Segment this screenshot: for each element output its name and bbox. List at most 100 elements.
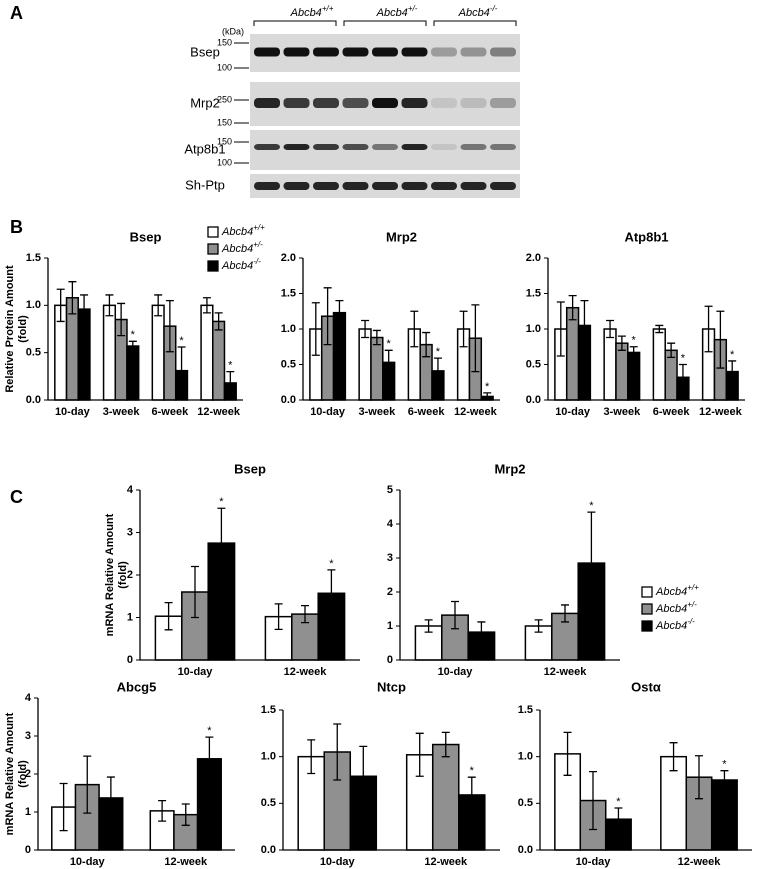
blot-band	[431, 182, 457, 190]
axes	[37, 698, 235, 851]
legend-label: Abcb4+/-	[655, 600, 697, 615]
blot-band	[342, 182, 369, 190]
axes	[539, 710, 752, 851]
error-bar	[589, 770, 597, 831]
marker-label: 100	[217, 157, 232, 167]
chart-title: Mrp2	[494, 461, 525, 476]
blot-band	[342, 47, 369, 57]
error-bar	[335, 299, 344, 326]
y-tick-label: 4	[25, 692, 32, 704]
error-bar	[720, 770, 729, 790]
blot-band	[401, 47, 428, 57]
error-bar	[106, 776, 115, 820]
gene: Abcb4	[290, 7, 322, 19]
bar	[151, 304, 165, 401]
legend-swatch	[641, 586, 653, 598]
bar	[431, 743, 460, 851]
blot-band	[254, 144, 280, 150]
error-bar	[716, 310, 725, 369]
blot-row-label: Atp8b1	[184, 141, 225, 156]
error-bar	[117, 302, 126, 337]
error-bar	[372, 329, 381, 346]
error-bar	[226, 370, 235, 395]
x-tick-label: 6-week	[653, 406, 691, 418]
blot-band	[401, 98, 428, 108]
y-tick-label: 1.5	[518, 704, 533, 716]
legend-label: Abcb4+/+	[221, 223, 265, 238]
chart-title: Abcg5	[117, 679, 157, 694]
y-tick-label: 1.0	[281, 323, 296, 335]
x-tick-label: 10-day	[70, 856, 106, 868]
y-tick-label: 0.5	[526, 358, 541, 370]
x-tick-label: 6-week	[152, 406, 190, 418]
y-axis-label: mRNA Relative Amount	[4, 712, 16, 835]
panel-letter: A	[10, 3, 23, 23]
chart-title: Atp8b1	[624, 229, 668, 244]
bar	[332, 311, 347, 401]
blot-unit: (kDa)	[222, 26, 244, 36]
y-tick-label: 0.0	[526, 394, 541, 406]
legend-swatch	[207, 243, 219, 255]
blot-band	[313, 182, 339, 190]
y-tick-label: 0	[127, 654, 133, 666]
blot-band	[283, 144, 310, 150]
significance-mark: *	[616, 796, 621, 808]
y-tick-label: 0	[387, 654, 393, 666]
error-bar	[471, 304, 480, 373]
x-tick-label: 6-week	[408, 406, 446, 418]
blot-band	[283, 47, 310, 57]
error-bar	[274, 603, 283, 631]
y-tick-label: 1	[25, 806, 31, 818]
y-tick-label: 0.5	[518, 797, 533, 809]
marker-label: 100	[217, 62, 232, 72]
x-tick-label: 10-day	[55, 406, 91, 418]
error-bar	[534, 619, 543, 633]
error-bar	[105, 294, 114, 317]
y-tick-label: 2	[25, 768, 31, 780]
y-tick-label: 0.5	[281, 358, 296, 370]
y-tick-label: 2.0	[281, 252, 296, 264]
x-tick-label: 3-week	[359, 406, 397, 418]
error-bar	[202, 297, 211, 314]
error-bar	[556, 301, 565, 357]
blot-band	[313, 98, 339, 108]
y-tick-label: 3	[127, 526, 133, 538]
x-tick-label: 12-week	[544, 666, 588, 678]
error-bar	[477, 621, 486, 643]
blot-band	[254, 182, 280, 190]
error-bar	[614, 807, 623, 832]
bar	[710, 779, 738, 851]
axes	[47, 258, 243, 401]
y-tick-label: 0	[25, 844, 31, 856]
error-bar	[191, 565, 199, 619]
y-tick-label: 1	[127, 611, 133, 623]
y-tick-label: 2	[127, 569, 133, 581]
x-tick-label: 10-day	[555, 406, 591, 418]
x-tick-label: 10-day	[310, 406, 346, 418]
error-bar	[205, 736, 214, 782]
bar	[627, 351, 641, 401]
x-tick-label: 10-day	[178, 666, 214, 678]
blot-band	[372, 47, 398, 57]
error-bar	[629, 346, 638, 359]
error-bar	[158, 799, 167, 822]
x-tick-label: 12-week	[164, 856, 208, 868]
error-bar	[311, 302, 320, 356]
blot-band	[490, 144, 516, 150]
error-bar	[301, 604, 309, 624]
bar	[358, 328, 372, 401]
error-bar	[704, 305, 713, 353]
legend-swatch	[641, 620, 653, 632]
bracket	[433, 20, 517, 26]
error-bar	[655, 324, 664, 334]
chart-title: Ostα	[631, 679, 661, 694]
genotype: +/+	[322, 4, 334, 13]
error-bar	[617, 335, 626, 351]
y-tick-label: 4	[127, 484, 134, 496]
error-bar	[333, 723, 342, 781]
x-tick-label: 12-week	[678, 856, 722, 868]
blot-band	[254, 47, 280, 57]
group-label: Abcb4+/-	[376, 4, 418, 19]
chart-title: Mrp2	[386, 229, 417, 244]
y-tick-label: 0.5	[261, 797, 276, 809]
